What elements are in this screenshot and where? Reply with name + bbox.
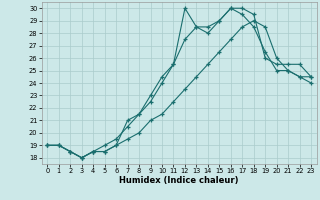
- X-axis label: Humidex (Indice chaleur): Humidex (Indice chaleur): [119, 176, 239, 185]
